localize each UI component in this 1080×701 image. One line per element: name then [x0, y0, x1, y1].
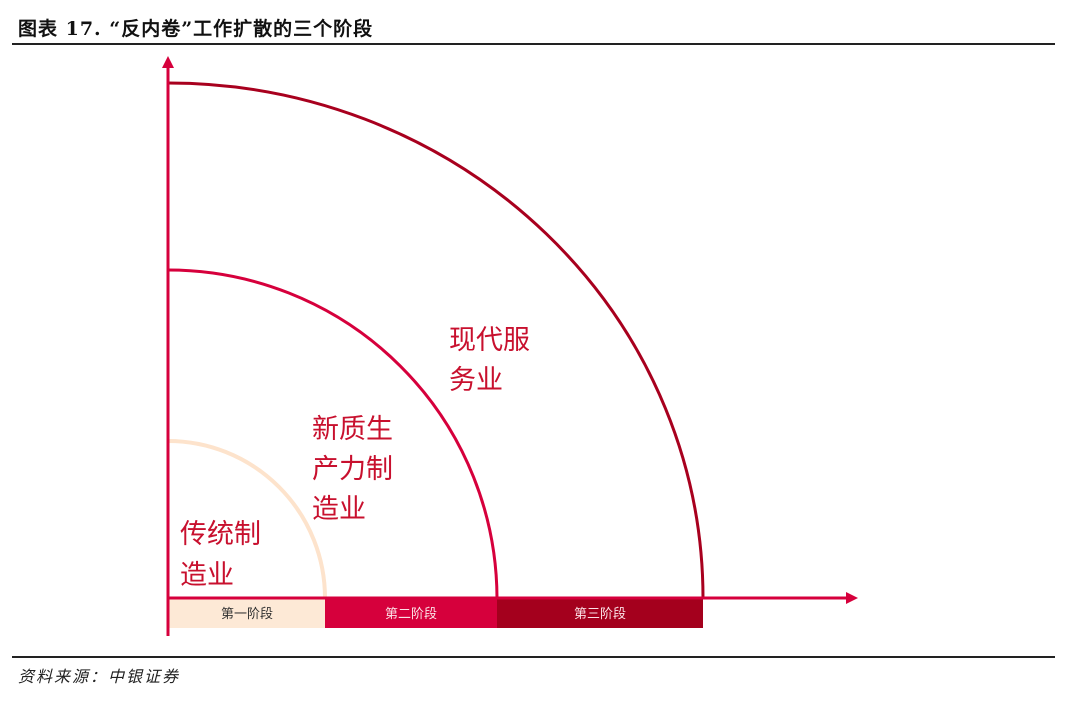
stage3-label: 第三阶段	[574, 607, 626, 622]
stage2-label: 第二阶段	[385, 607, 437, 622]
x-axis-arrow-icon	[846, 592, 858, 604]
region2-label: 新质生 产力制 造业	[312, 414, 402, 525]
stage2-arc	[167, 268, 499, 599]
stage1-arc	[167, 439, 327, 599]
source-note: 资料来源：中银证券	[18, 667, 181, 686]
stage2-bar	[325, 598, 497, 628]
stage1-label: 第一阶段	[221, 607, 273, 622]
stage1-bar	[169, 598, 325, 628]
region3-label: 现代服 务业	[449, 325, 539, 396]
y-axis-arrow-icon	[162, 56, 174, 68]
stage3-bar	[497, 598, 703, 628]
figure-title: 图表 17. “反内卷”工作扩散的三个阶段	[18, 18, 374, 40]
bottom-rule	[12, 656, 1055, 658]
top-rule	[12, 43, 1055, 45]
stage3-arc	[167, 81, 705, 599]
region1-label: 传统制 造业	[180, 519, 270, 591]
